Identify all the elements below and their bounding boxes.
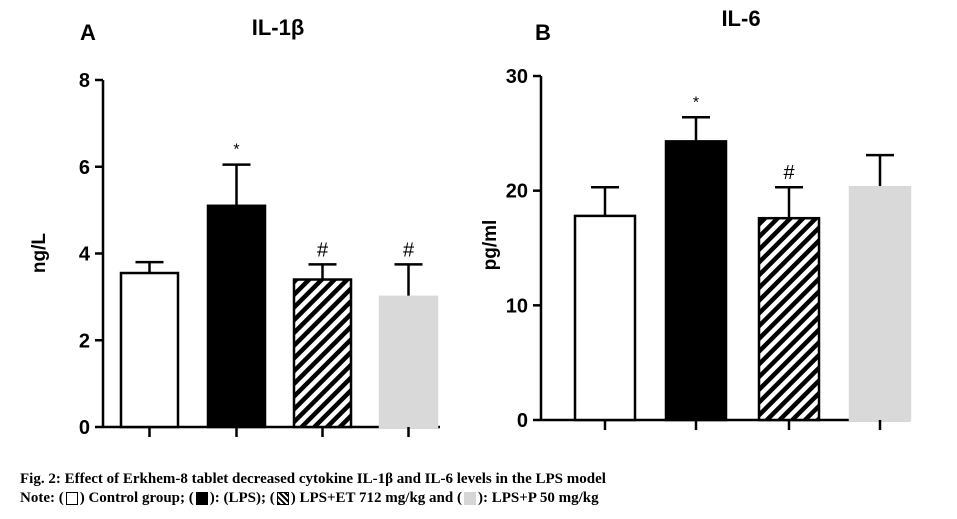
chart-title: IL-6 [721,6,760,31]
panel-label: A [80,20,96,45]
panel-label: B [535,20,551,45]
y-tick-label: 0 [517,410,528,432]
bar [206,204,267,429]
note-prefix: Note: ( [20,490,64,506]
y-tick-label: 8 [79,70,90,92]
p-swatch-icon [463,492,476,505]
y-tick-label: 20 [506,181,528,203]
control-swatch-icon [65,492,78,505]
significance-annotation: # [403,239,415,261]
note-lps: ): (LPS); ( [209,490,275,506]
y-tick-label: 30 [506,66,528,88]
bar [292,278,353,429]
y-tick-label: 6 [79,157,90,179]
note-et: ) LPS+ET 712 mg/kg and ( [290,490,462,506]
bar [848,185,912,422]
figure-caption-title: Fig. 2: Effect of Erkhem-8 tablet decrea… [20,471,606,487]
bar [664,140,728,422]
note-p: ): LPS+P 50 mg/kg [477,490,599,506]
bar [378,295,439,429]
panel-b-il6-chart: B IL-6 pg/ml 0 10 20 30 * # [480,6,912,432]
note-control: ) Control group; ( [79,490,194,506]
y-tick-label: 0 [79,417,90,439]
significance-annotation: # [317,239,329,261]
et-swatch-icon [276,492,289,505]
significance-annotation: * [693,94,699,111]
significance-annotation: * [233,142,239,159]
lps-swatch-icon [195,492,208,505]
bar [757,216,821,422]
bar [119,271,180,429]
y-tick-label: 2 [79,330,90,352]
chart-title: IL-1β [252,15,305,40]
y-tick-label: 10 [506,295,528,317]
panel-a-il1b-chart: A IL-1β ng/L 0 2 4 6 8 * # # [29,15,440,439]
figure-caption-note: Note: ( ) Control group; ( ): (LPS); ( )… [20,490,599,507]
y-axis-label: pg/ml [480,220,501,271]
y-axis-label: ng/L [29,233,50,273]
significance-annotation: # [783,162,795,184]
y-tick-label: 4 [79,244,91,266]
bar [573,214,637,422]
